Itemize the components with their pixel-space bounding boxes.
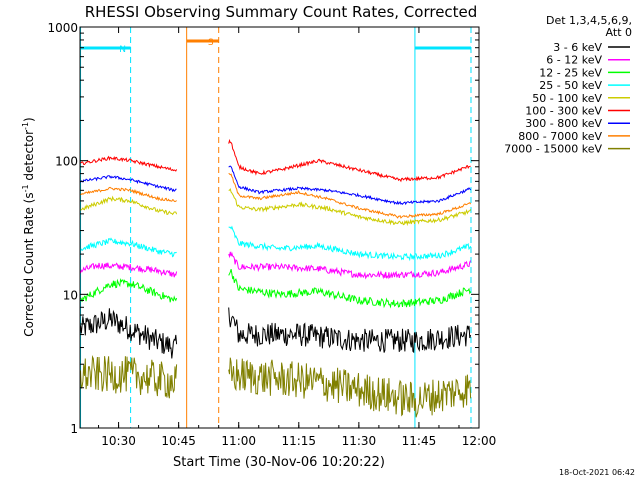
- flag-bars: NS: [80, 38, 471, 55]
- series-line-2-1: [228, 268, 472, 309]
- legend-label-6: 300 - 800 keV: [525, 117, 602, 130]
- series-line-6-0: [80, 175, 177, 193]
- x-tick-label-1: 10:45: [161, 434, 196, 448]
- x-tick-label-4: 11:30: [342, 434, 377, 448]
- legend-label-2: 12 - 25 keV: [539, 66, 602, 79]
- series-line-0-0: [80, 308, 178, 359]
- series-line-4-1: [228, 187, 472, 227]
- legend-header-1: Att 0: [606, 26, 632, 39]
- x-tick-label-2: 11:00: [221, 434, 256, 448]
- plot-frame: [79, 26, 480, 429]
- series-lines: [80, 138, 472, 418]
- footer-timestamp: 18-Oct-2021 06:42: [559, 468, 635, 477]
- series-line-7-0: [80, 186, 177, 203]
- legend-label-7: 800 - 7000 keV: [518, 130, 602, 143]
- x-tick-label-5: 11:45: [402, 434, 437, 448]
- y-tick-label-1: 100: [55, 155, 78, 169]
- time-markers: [80, 27, 472, 428]
- series-line-4-0: [80, 195, 178, 216]
- chart-title: RHESSI Observing Summary Count Rates, Co…: [85, 3, 478, 21]
- series-line-8-0: [80, 354, 178, 399]
- series-line-5-1: [228, 138, 471, 183]
- series-line-6-1: [228, 165, 472, 206]
- y-axis-label: Corrected Count Rate (s-1 detector-1): [21, 117, 36, 336]
- series-line-1-0: [80, 262, 178, 278]
- series-line-5-0: [80, 155, 178, 172]
- x-tick-label-6: 12:00: [462, 434, 497, 448]
- legend-label-3: 25 - 50 keV: [539, 79, 602, 92]
- series-line-3-1: [228, 225, 472, 262]
- series-line-3-0: [80, 237, 177, 258]
- legend-label-0: 3 - 6 keV: [553, 41, 602, 54]
- legend-label-5: 100 - 300 keV: [525, 105, 602, 118]
- legend-label-4: 50 - 100 keV: [532, 92, 602, 105]
- series-line-1-1: [228, 251, 472, 280]
- series-line-2-0: [80, 278, 178, 303]
- x-tick-label-0: 10:30: [101, 434, 136, 448]
- y-tick-label-3: 1: [70, 422, 78, 436]
- x-axis-label: Start Time (30-Nov-06 10:20:22): [173, 455, 385, 470]
- series-line-7-1: [228, 172, 472, 219]
- flag-label-S: S: [208, 38, 214, 48]
- legend-label-8: 7000 - 15000 keV: [504, 143, 602, 156]
- series-line-8-1: [228, 357, 472, 418]
- y-tick-label-2: 10: [63, 288, 78, 302]
- legend-header-0: Det 1,3,4,5,6,9,: [546, 14, 632, 27]
- series-line-0-1: [228, 307, 472, 354]
- axes: 10:30 10:45 11:00 11:15 11:30 11:45 12:00 1000 1…: [47, 21, 496, 448]
- legend-label-1: 6 - 12 keV: [546, 54, 602, 67]
- y-tick-label-0: 1000: [47, 21, 78, 35]
- x-tick-label-3: 11:15: [281, 434, 316, 448]
- flag-label-N: N: [119, 45, 126, 55]
